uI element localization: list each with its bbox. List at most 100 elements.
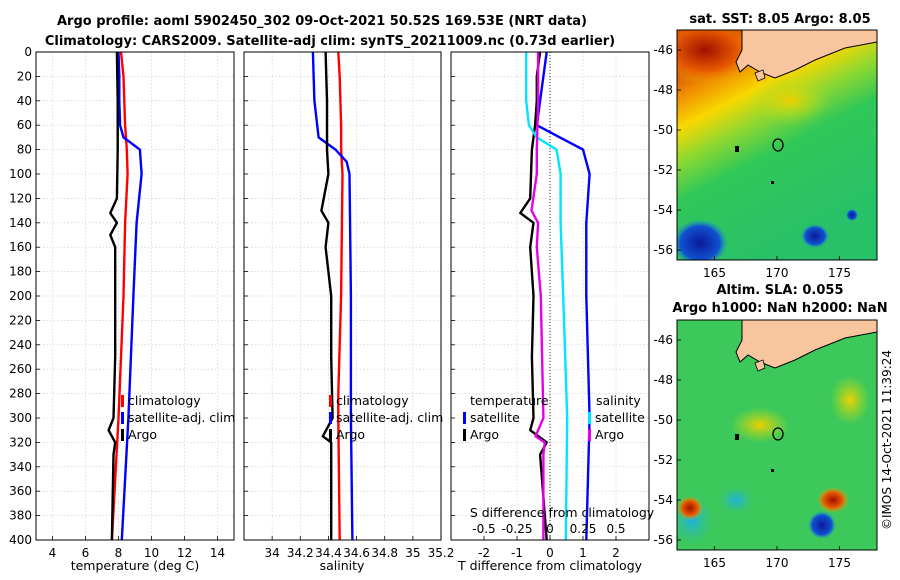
s-tick-label: 0.25 xyxy=(570,522,597,536)
island xyxy=(771,181,774,184)
series-line-temperature-satellite xyxy=(535,52,591,540)
difference-series xyxy=(519,52,591,540)
x-tick-label: 14 xyxy=(210,546,225,560)
legend-swatch-climatology xyxy=(329,395,332,407)
s-tick-label: 0.5 xyxy=(606,522,625,536)
land-mass xyxy=(735,320,877,369)
legend-heading-temperature: temperature xyxy=(470,393,549,408)
sla-map-title-line1: Altim. SLA: 0.055 xyxy=(717,283,844,298)
series-line-salinity-satellite xyxy=(525,52,569,540)
depth-tick-label: 20 xyxy=(17,69,32,83)
sst-map-title: sat. SST: 8.05 Argo: 8.05 xyxy=(689,12,870,27)
island xyxy=(735,146,739,152)
series-line-satellite-adj-clim xyxy=(117,52,143,540)
depth-tick-label: 260 xyxy=(9,362,32,376)
temperature-series xyxy=(107,52,143,540)
series-line-salinity-argo xyxy=(530,52,546,540)
salinity-axes-box xyxy=(243,51,442,541)
depth-tick-label: 40 xyxy=(17,94,32,108)
depth-tick-label: 60 xyxy=(17,118,32,132)
sst-cold-patch xyxy=(846,209,858,221)
latitude-tick-label: -52 xyxy=(653,163,673,177)
longitude-tick-label: 175 xyxy=(828,556,851,570)
depth-tick-label: 280 xyxy=(9,387,32,401)
legend-swatch-climatology xyxy=(121,395,124,407)
figure-title-line1: Argo profile: aoml 5902450_302 09-Oct-20… xyxy=(57,14,587,29)
s-difference-tick-labels: -0.5 -0.25 0 0.25 0.5 xyxy=(472,522,625,536)
x-tick-label: 34.2 xyxy=(287,546,314,560)
legend-label-temperature-argo: Argo xyxy=(470,427,499,442)
legend-swatch-salinity-argo xyxy=(588,429,591,441)
difference-legend: temperature satellite Argo salinity sate… xyxy=(463,393,645,442)
series-line-argo xyxy=(320,52,334,540)
difference-panel: -2 -1 0 1 2 T difference from climatology S … xyxy=(450,51,655,573)
island xyxy=(754,69,766,82)
latitude-tick-label: -50 xyxy=(653,123,673,137)
series-line-temperature-argo xyxy=(519,52,548,540)
s-difference-axis-label: S difference from climatology xyxy=(470,505,655,520)
latitude-tick-label: -54 xyxy=(653,493,673,507)
legend-swatch-salinity-satellite xyxy=(588,412,591,424)
latitude-tick-label: -48 xyxy=(653,83,673,97)
x-tick-label: 1 xyxy=(579,546,587,560)
series-line-climatology xyxy=(337,52,344,540)
salinity-axis-label: salinity xyxy=(320,558,365,573)
sst-map: 165 170 175 -46 -48 -50 -52 -54 -56 xyxy=(653,29,878,280)
sst-map-field xyxy=(677,30,877,260)
salinity-panel: 34 34.2 34.4 34.6 34.8 35 35.2 salinity climat… xyxy=(243,51,454,573)
longitude-tick-label: 165 xyxy=(703,556,726,570)
latitude-tick-label: -52 xyxy=(653,453,673,467)
temperature-axes-box xyxy=(35,51,235,541)
s-tick-label: -0.5 xyxy=(472,522,495,536)
temperature-panel: 0 20 40 60 80 100 120 140 160 180 200 220 240 260 280 3… xyxy=(9,45,235,573)
sla-map-field xyxy=(677,320,877,550)
x-tick-label: 35 xyxy=(405,546,420,560)
latitude-tick-label: -48 xyxy=(653,373,673,387)
longitude-tick-label: 170 xyxy=(766,266,789,280)
difference-axes-box xyxy=(450,51,650,541)
temperature-legend: climatology satellite-adj. clim Argo xyxy=(121,393,235,442)
sla-high-patch xyxy=(830,375,870,425)
legend-label-climatology: climatology xyxy=(128,393,201,408)
temperature-grid xyxy=(36,51,234,541)
sla-low-patch xyxy=(808,511,836,539)
depth-tick-label: 400 xyxy=(9,533,32,547)
depth-tick-label: 380 xyxy=(9,509,32,523)
temperature-axis-label: temperature (deg C) xyxy=(71,558,200,573)
legend-label-satellite-adj-clim: satellite-adj. clim xyxy=(128,410,235,425)
depth-tick-label: 80 xyxy=(17,143,32,157)
x-tick-label: 2 xyxy=(612,546,620,560)
legend-label-temperature-satellite: satellite xyxy=(470,410,520,425)
depth-tick-label: 100 xyxy=(9,167,32,181)
depth-tick-label: 180 xyxy=(9,265,32,279)
sla-map-title-line2: Argo h1000: NaN h2000: NaN xyxy=(672,301,887,316)
x-tick-label: -2 xyxy=(478,546,490,560)
latitude-tick-label: -56 xyxy=(653,243,673,257)
sla-low-patch xyxy=(718,486,754,514)
argo-position-marker xyxy=(772,138,784,152)
figure-title-line2: Climatology: CARS2009. Satellite-adj cli… xyxy=(45,34,615,49)
series-line-climatology xyxy=(110,52,129,540)
salinity-legend: climatology satellite-adj. clim Argo xyxy=(329,393,443,442)
sla-high-patch xyxy=(817,487,849,513)
latitude-tick-label: -56 xyxy=(653,533,673,547)
t-difference-tick-labels: -2 -1 0 1 2 xyxy=(478,546,620,560)
depth-tick-label: 240 xyxy=(9,338,32,352)
x-tick-label: 4 xyxy=(49,546,57,560)
depth-tick-label: 200 xyxy=(9,289,32,303)
x-tick-label: 0 xyxy=(546,546,554,560)
depth-tick-labels: 0 20 40 60 80 100 120 140 160 180 200 220 240 260 280 3… xyxy=(9,45,32,547)
x-tick-label: 10 xyxy=(144,546,159,560)
depth-tick-label: 0 xyxy=(24,45,32,59)
longitude-tick-label: 175 xyxy=(828,266,851,280)
legend-label-climatology: climatology xyxy=(336,393,409,408)
island xyxy=(771,469,774,472)
legend-label-argo: Argo xyxy=(336,427,365,442)
sst-cold-patch xyxy=(677,219,728,260)
legend-swatch-temperature-satellite xyxy=(463,412,466,424)
island xyxy=(754,359,766,372)
x-tick-label: -1 xyxy=(511,546,523,560)
x-tick-label: 34.6 xyxy=(343,546,370,560)
imos-timestamp: ©IMOS 14-Oct-2021 11:39:24 xyxy=(880,350,894,530)
longitude-tick-label: 165 xyxy=(703,266,726,280)
